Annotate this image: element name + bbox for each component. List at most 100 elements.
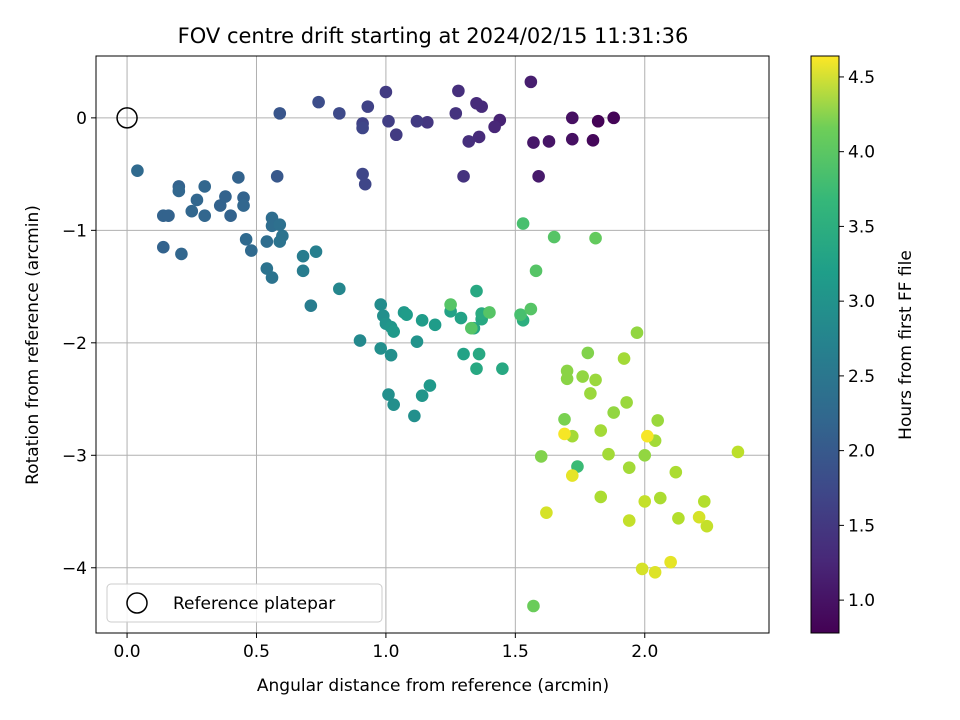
x-tick-label: 1.0 [372, 642, 399, 662]
scatter-point [356, 167, 369, 181]
scatter-point [581, 346, 595, 360]
scatter-point [514, 308, 527, 321]
scatter-point [379, 85, 393, 99]
x-tick-label: 1.5 [502, 642, 529, 662]
colorbar-tick-label: 3.5 [848, 217, 875, 237]
data-points [131, 75, 745, 613]
scatter-point [245, 244, 258, 257]
reference-point-marker [116, 107, 138, 129]
scatter-point [586, 134, 600, 147]
colorbar-tick-label: 3.0 [848, 292, 875, 312]
scatter-point [462, 135, 476, 148]
y-axis-label: Rotation from reference (arcmin) [23, 205, 43, 485]
y-tick-label: −2 [62, 334, 87, 354]
scatter-point [157, 240, 170, 254]
scatter-point [602, 447, 615, 461]
scatter-point [387, 325, 400, 338]
scatter-point [273, 107, 287, 120]
scatter-point [594, 490, 608, 504]
scatter-point [457, 170, 470, 183]
scatter-point [423, 379, 437, 392]
colorbar-tick-label: 2.0 [848, 442, 875, 462]
scatter-point [172, 184, 186, 198]
scatter-point [620, 396, 633, 409]
scatter-point [415, 389, 429, 402]
scatter-point [452, 84, 465, 98]
scatter-point [408, 409, 421, 423]
scatter-point [374, 298, 388, 311]
x-tick-label: 2.0 [631, 642, 658, 662]
scatter-point [185, 204, 199, 218]
scatter-point [198, 180, 212, 193]
scatter-point [524, 302, 538, 316]
colorbar-gradient [810, 55, 840, 634]
scatter-point [524, 75, 538, 89]
scatter-point [237, 199, 250, 212]
scatter-point [558, 412, 571, 426]
scatter-point [527, 136, 540, 149]
scatter-point [415, 314, 429, 327]
scatter-point [653, 491, 667, 505]
plot-area: 0.0 0.5 1.0 1.5 2.0 0 −1 −2 −3 −4 [62, 55, 770, 662]
scatter-point [560, 372, 574, 386]
scatter-point [672, 511, 685, 525]
x-axis-ticks: 0.0 0.5 1.0 1.5 2.0 [114, 633, 658, 662]
scatter-point [589, 231, 602, 245]
scatter-point [224, 209, 237, 223]
scatter-point [457, 347, 470, 361]
scatter-point [472, 130, 486, 144]
scatter-point [472, 347, 486, 361]
scatter-point [565, 469, 579, 482]
scatter-point [496, 362, 509, 375]
scatter-point [651, 414, 664, 427]
scatter-point [669, 465, 683, 479]
scatter-point [232, 171, 245, 184]
scatter-point [638, 495, 652, 508]
scatter-point [400, 308, 413, 321]
scatter-point [622, 514, 636, 527]
scatter-point [131, 164, 144, 178]
scatter-point [565, 111, 579, 125]
colorbar-tick-label: 2.5 [848, 367, 875, 387]
scatter-point [175, 247, 188, 261]
scatter-point [630, 326, 644, 339]
scatter-point [622, 461, 636, 474]
scatter-point [540, 506, 553, 519]
chart-title: FOV centre drift starting at 2024/02/15 … [178, 24, 689, 48]
scatter-point [304, 299, 318, 312]
scatter-point [358, 177, 372, 191]
colorbar: 1.0 1.5 2.0 2.5 3.0 3.5 4.0 4.5 Hours from firs… [810, 55, 916, 634]
scatter-point [270, 170, 284, 183]
scatter-point [312, 95, 325, 109]
scatter-point [529, 264, 543, 278]
scatter-point [162, 209, 175, 223]
scatter-point [333, 282, 346, 296]
scatter-point [638, 448, 652, 462]
scatter-point [532, 170, 545, 183]
scatter-point [731, 445, 745, 459]
scatter-point [527, 599, 540, 613]
scatter-point [219, 190, 232, 203]
y-tick-label: −4 [62, 559, 87, 579]
scatter-point [333, 107, 346, 120]
scatter-point [384, 348, 398, 362]
scatter-point [239, 233, 253, 246]
scatter-point [361, 100, 375, 113]
scatter-point [607, 406, 620, 419]
y-axis-ticks: 0 −1 −2 −3 −4 [62, 109, 96, 579]
scatter-point [641, 429, 654, 443]
scatter-point [265, 271, 279, 284]
y-tick-label: 0 [76, 109, 87, 129]
scatter-point [635, 562, 649, 576]
scatter-point [356, 121, 369, 135]
scatter-point [273, 218, 287, 232]
scatter-point [664, 555, 677, 569]
scatter-point [607, 111, 620, 125]
legend[interactable]: Reference platepar [106, 583, 383, 623]
scatter-point [198, 209, 212, 223]
scatter-point [547, 230, 561, 244]
scatter-point [309, 245, 323, 259]
scatter-point [389, 128, 403, 142]
scatter-point [648, 565, 662, 579]
